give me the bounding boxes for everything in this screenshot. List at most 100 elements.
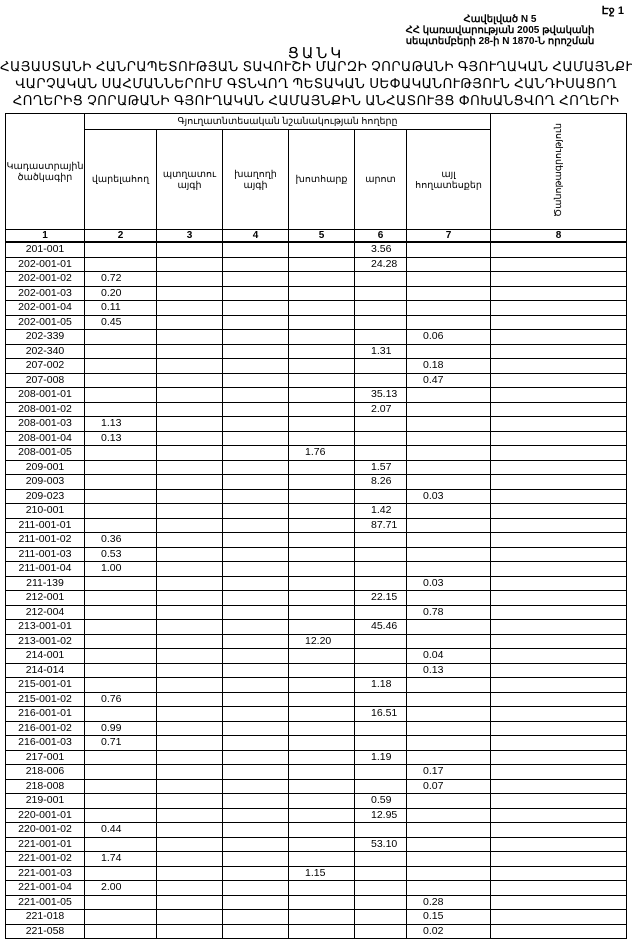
subtitle-line-2: ՎԱՐՉԱԿԱՆ ՍԱՀՄԱՆՆԵՐՈՒՄ ԳՏՆՎՈՂ ՊԵՏԱԿԱՆ ՍԵՓ… (15, 76, 617, 91)
table-row: 216-001-01 16.51 (5, 706, 628, 722)
table-row: 201-001 3.56 (5, 241, 628, 258)
area-cell (354, 865, 407, 881)
area-cell: 0.15 (405, 909, 492, 925)
table-row: 202-001-03 0.20 (5, 285, 628, 301)
cadastral-code-cell: 209-003 (5, 474, 85, 490)
area-cell (222, 894, 289, 910)
table-row: 214-014 0.13 (5, 662, 628, 678)
area-cell (222, 619, 289, 635)
area-cell (405, 343, 492, 359)
cadastral-code-cell: 211-001-03 (5, 546, 85, 562)
cadastral-code-cell: 217-001 (5, 749, 85, 765)
area-cell (84, 633, 157, 649)
area-cell (156, 822, 223, 838)
area-cell (405, 517, 492, 533)
area-cell (156, 329, 223, 345)
area-cell (288, 604, 355, 620)
area-cell (288, 241, 355, 258)
table-row: 214-001 0.04 (5, 648, 628, 664)
cadastral-code-cell: 214-014 (5, 662, 85, 678)
area-cell (222, 445, 289, 461)
area-cell (405, 445, 492, 461)
area-cell (156, 285, 223, 301)
area-cell (288, 575, 355, 591)
annex-line-2: ՀՀ կառավարության 2005 թվականի (405, 25, 595, 36)
area-cell (222, 329, 289, 345)
area-cell (222, 807, 289, 823)
table-row: 218-008 0.07 (5, 778, 628, 794)
note-cell (490, 387, 628, 403)
note-cell (490, 720, 628, 736)
area-cell (222, 401, 289, 417)
note-cell (490, 749, 628, 765)
area-cell (222, 590, 289, 606)
note-cell (490, 416, 628, 432)
area-cell (156, 459, 223, 475)
area-cell (156, 488, 223, 504)
column-number: 7 (405, 229, 492, 243)
area-cell (222, 474, 289, 490)
note-cell (490, 706, 628, 722)
area-cell (288, 778, 355, 794)
area-cell (405, 691, 492, 707)
area-cell (288, 459, 355, 475)
area-cell (222, 909, 289, 925)
area-cell (354, 416, 407, 432)
note-cell (490, 633, 628, 649)
area-cell: 0.20 (84, 285, 157, 301)
area-cell (288, 517, 355, 533)
area-cell (405, 822, 492, 838)
area-cell: 0.28 (405, 894, 492, 910)
area-cell: 1.13 (84, 416, 157, 432)
area-cell: 45.46 (354, 619, 407, 635)
area-cell: 0.36 (84, 532, 157, 548)
area-cell (84, 894, 157, 910)
area-cell (156, 836, 223, 852)
area-cell (405, 416, 492, 432)
area-cell (156, 677, 223, 693)
area-cell: 2.07 (354, 401, 407, 417)
area-cell (354, 648, 407, 664)
area-cell (84, 909, 157, 925)
column-number: 5 (288, 229, 355, 243)
cadastral-code-cell: 209-001 (5, 459, 85, 475)
area-cell (84, 445, 157, 461)
cadastral-code-cell: 215-001-02 (5, 691, 85, 707)
cadastral-code-cell: 214-001 (5, 648, 85, 664)
area-cell (222, 532, 289, 548)
area-cell (156, 764, 223, 780)
note-cell (490, 590, 628, 606)
area-cell (156, 517, 223, 533)
area-cell: 1.74 (84, 851, 157, 867)
area-cell (222, 416, 289, 432)
table-row: 208-001-03 1.13 (5, 416, 628, 432)
area-cell: 0.72 (84, 271, 157, 287)
area-cell: 35.13 (354, 387, 407, 403)
area-cell (288, 793, 355, 809)
area-cell (156, 778, 223, 794)
table-row: 216-001-02 0.99 (5, 720, 628, 736)
area-cell (405, 865, 492, 881)
area-cell (84, 241, 157, 258)
note-cell (490, 430, 628, 446)
area-cell (288, 749, 355, 765)
note-cell (490, 836, 628, 852)
area-cell (354, 909, 407, 925)
table-row: 211-001-03 0.53 (5, 546, 628, 562)
area-cell (405, 314, 492, 330)
table-row: 209-003 8.26 (5, 474, 628, 490)
cadastral-code-cell: 207-008 (5, 372, 85, 388)
note-cell (490, 851, 628, 867)
table-row: 219-001 0.59 (5, 793, 628, 809)
area-cell: 0.13 (84, 430, 157, 446)
area-cell: 0.06 (405, 329, 492, 345)
area-cell (288, 894, 355, 910)
area-cell (354, 633, 407, 649)
area-cell: 1.18 (354, 677, 407, 693)
area-cell (222, 648, 289, 664)
area-cell (84, 764, 157, 780)
area-cell (354, 314, 407, 330)
note-cell (490, 691, 628, 707)
area-cell: 0.53 (84, 546, 157, 562)
note-cell (490, 865, 628, 881)
